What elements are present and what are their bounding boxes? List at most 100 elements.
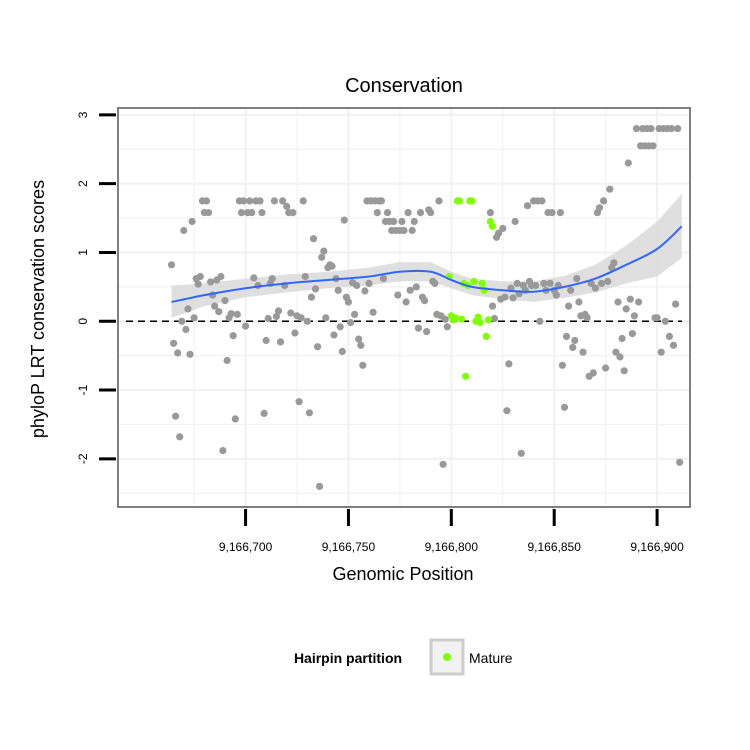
- data-point: [600, 197, 608, 205]
- data-point: [676, 458, 684, 466]
- data-point: [602, 364, 610, 372]
- data-point: [404, 209, 412, 217]
- x-tick-label: 9,166,800: [425, 540, 479, 554]
- y-tick-label: 1: [76, 249, 90, 256]
- y-tick-label: 2: [76, 180, 90, 187]
- data-point: [546, 279, 554, 287]
- data-point: [495, 229, 503, 237]
- data-point: [616, 353, 624, 361]
- data-point: [665, 332, 674, 340]
- data-point: [262, 336, 270, 345]
- data-point: [488, 302, 497, 310]
- y-tick-label: -2: [76, 453, 90, 464]
- data-point: [402, 298, 410, 306]
- x-axis: 9,166,700 9,166,750 9,166,800 9,166,850 9,16…: [219, 509, 684, 554]
- data-point: [287, 309, 295, 317]
- data-point: [318, 253, 326, 261]
- data-point: [591, 284, 600, 292]
- data-point: [414, 324, 422, 332]
- data-point: [560, 403, 569, 411]
- data-point: [204, 209, 213, 217]
- data-point: [509, 294, 517, 302]
- data-point: [338, 347, 346, 356]
- data-point: [398, 217, 406, 226]
- data-point: [239, 197, 248, 205]
- data-point: [355, 335, 363, 343]
- data-point-mature: [484, 316, 492, 324]
- data-point: [229, 332, 237, 340]
- data-point: [242, 322, 250, 330]
- data-point: [328, 262, 336, 270]
- x-tick-label: 9,166,850: [528, 540, 582, 554]
- data-point: [439, 460, 447, 468]
- data-point: [305, 409, 313, 417]
- legend: Hairpin partition Mature: [294, 638, 513, 676]
- data-point: [353, 281, 361, 290]
- data-point: [604, 277, 612, 285]
- data-point: [178, 317, 186, 325]
- data-point: [610, 259, 618, 267]
- data-point: [196, 272, 204, 281]
- data-point: [182, 325, 190, 334]
- data-point: [548, 209, 556, 217]
- data-point: [283, 202, 291, 210]
- data-point: [289, 209, 297, 217]
- data-point: [250, 274, 258, 282]
- panel-background: [118, 108, 690, 507]
- data-point: [180, 226, 188, 235]
- data-point: [523, 202, 532, 210]
- data-point: [538, 197, 546, 205]
- data-point-mature: [478, 279, 486, 287]
- data-point-mature: [456, 197, 464, 205]
- data-point: [322, 314, 330, 322]
- data-point: [279, 197, 287, 205]
- data-point-mature: [482, 332, 490, 340]
- data-point: [597, 279, 606, 287]
- data-point: [211, 302, 219, 310]
- data-point: [501, 293, 509, 301]
- data-point: [503, 407, 511, 415]
- data-point: [558, 361, 567, 369]
- data-point: [441, 315, 449, 323]
- data-point: [630, 312, 639, 320]
- chart-title: Conservation: [345, 75, 463, 97]
- data-point: [307, 293, 315, 301]
- data-point: [299, 197, 307, 205]
- grid-lines: [118, 108, 690, 507]
- data-point: [361, 287, 369, 295]
- data-point: [272, 312, 280, 320]
- data-point-mature: [488, 222, 497, 230]
- data-point: [167, 261, 176, 269]
- data-point: [219, 447, 227, 455]
- data-point: [632, 125, 641, 133]
- data-point: [260, 409, 268, 417]
- data-point-mature: [468, 197, 476, 205]
- data-point: [556, 209, 565, 217]
- data-point: [344, 298, 352, 306]
- data-point: [268, 275, 276, 283]
- y-tick-label: 0: [76, 318, 90, 325]
- data-point: [421, 297, 429, 305]
- data-point: [573, 275, 581, 283]
- data-point: [674, 125, 682, 133]
- data-point: [618, 334, 626, 343]
- data-point: [190, 314, 198, 322]
- data-point: [653, 314, 661, 322]
- data-point: [606, 185, 614, 193]
- data-point: [672, 300, 680, 308]
- data-point: [172, 412, 180, 420]
- data-point: [330, 331, 338, 339]
- data-point: [276, 338, 285, 346]
- data-point: [346, 319, 355, 327]
- data-point: [435, 197, 443, 205]
- data-point: [297, 314, 305, 322]
- data-point: [635, 298, 643, 306]
- data-point: [569, 343, 577, 351]
- data-point: [233, 310, 241, 318]
- data-point: [431, 279, 439, 287]
- data-point: [552, 291, 560, 299]
- y-tick-label: 3: [76, 111, 90, 118]
- data-point: [174, 349, 182, 357]
- data-point: [562, 332, 571, 340]
